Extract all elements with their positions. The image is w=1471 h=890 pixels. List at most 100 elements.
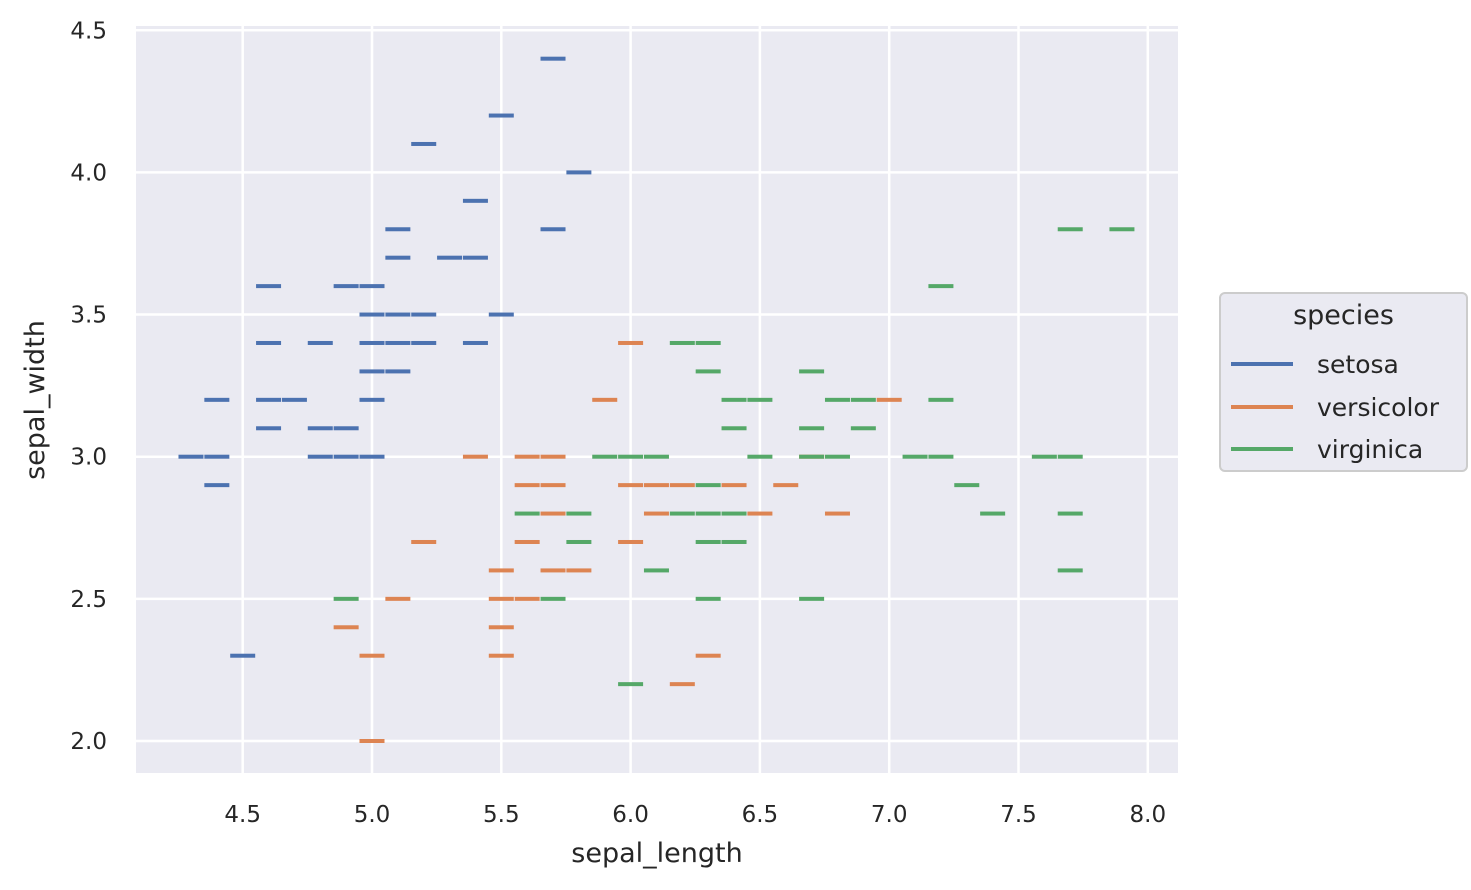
data-point-virginica: [1057, 454, 1083, 459]
data-point-versicolor: [540, 483, 566, 488]
data-point-versicolor: [514, 596, 540, 601]
data-point-setosa: [204, 483, 230, 488]
data-point-versicolor: [488, 596, 514, 601]
data-point-setosa: [333, 454, 359, 459]
data-point-virginica: [695, 539, 721, 544]
x-tick-label: 5.0: [354, 802, 391, 828]
y-tick-label: 2.5: [70, 587, 107, 613]
data-point-setosa: [462, 340, 488, 345]
data-point-setosa: [178, 454, 204, 459]
x-tick-label: 4.5: [224, 802, 261, 828]
data-point-setosa: [411, 312, 437, 317]
data-point-versicolor: [359, 653, 385, 658]
data-point-setosa: [385, 340, 411, 345]
data-point-setosa: [204, 397, 230, 402]
plot-area: [136, 26, 1178, 773]
data-point-virginica: [902, 454, 928, 459]
data-point-setosa: [359, 340, 385, 345]
data-point-versicolor: [618, 340, 644, 345]
y-tick-label: 2.0: [70, 729, 107, 755]
data-point-versicolor: [643, 483, 669, 488]
data-point-versicolor: [824, 511, 850, 516]
data-point-virginica: [592, 454, 618, 459]
data-point-versicolor: [359, 739, 385, 743]
data-point-setosa: [540, 56, 566, 61]
data-point-versicolor: [876, 397, 902, 402]
data-point-setosa: [359, 369, 385, 374]
data-point-setosa: [256, 426, 282, 431]
data-point-versicolor: [514, 454, 540, 459]
setosa-line-icon: [1231, 362, 1293, 366]
versicolor-line-icon: [1231, 405, 1293, 409]
data-point-setosa: [359, 397, 385, 402]
data-point-versicolor: [385, 596, 411, 601]
data-point-setosa: [333, 284, 359, 289]
data-point-versicolor: [333, 625, 359, 630]
data-point-versicolor: [514, 539, 540, 544]
data-point-setosa: [385, 227, 411, 232]
data-point-virginica: [799, 454, 825, 459]
data-point-virginica: [566, 511, 592, 516]
data-point-versicolor: [462, 454, 488, 459]
data-point-versicolor: [618, 483, 644, 488]
legend-label: virginica: [1317, 434, 1424, 464]
data-point-virginica: [721, 426, 747, 431]
data-points: [178, 56, 1135, 743]
x-tick-label: 6.0: [612, 802, 649, 828]
y-tick-label: 4.0: [70, 160, 107, 186]
data-point-virginica: [333, 596, 359, 601]
data-point-setosa: [359, 454, 385, 459]
data-point-virginica: [669, 340, 695, 345]
x-tick-label: 7.5: [1000, 802, 1037, 828]
data-point-versicolor: [488, 653, 514, 658]
data-point-virginica: [1057, 568, 1083, 573]
data-point-setosa: [359, 312, 385, 317]
data-point-setosa: [462, 255, 488, 260]
legend-label: versicolor: [1317, 392, 1439, 422]
data-point-versicolor: [721, 483, 747, 488]
data-point-versicolor: [540, 454, 566, 459]
data-point-setosa: [411, 340, 437, 345]
data-point-virginica: [850, 397, 876, 402]
y-axis-ticks: 2.0 2.5 3.0 3.5 4.0 4.5: [70, 18, 107, 755]
data-point-virginica: [928, 397, 954, 402]
data-point-setosa: [230, 653, 256, 658]
data-point-versicolor: [540, 511, 566, 516]
data-point-versicolor: [669, 483, 695, 488]
data-point-virginica: [799, 369, 825, 374]
data-point-virginica: [824, 454, 850, 459]
y-tick-label: 4.5: [70, 18, 107, 44]
data-point-virginica: [1057, 227, 1083, 232]
data-point-versicolor: [514, 483, 540, 488]
data-point-setosa: [488, 113, 514, 118]
data-point-versicolor: [566, 568, 592, 573]
data-point-setosa: [385, 369, 411, 374]
legend-label: setosa: [1317, 349, 1399, 379]
data-point-virginica: [618, 454, 644, 459]
data-point-virginica: [1031, 454, 1057, 459]
legend-title: species: [1293, 300, 1394, 331]
data-point-virginica: [721, 511, 747, 516]
x-tick-label: 5.5: [483, 802, 520, 828]
data-point-virginica: [514, 511, 540, 516]
data-point-virginica: [980, 511, 1006, 516]
legend: species setosa versicolor virginica: [1219, 292, 1468, 472]
x-axis-label: sepal_length: [571, 838, 742, 869]
data-point-versicolor: [592, 397, 618, 402]
data-point-virginica: [799, 596, 825, 601]
data-point-setosa: [204, 454, 230, 459]
data-point-setosa: [437, 255, 463, 260]
x-tick-label: 6.5: [742, 802, 779, 828]
data-point-virginica: [799, 426, 825, 431]
data-point-setosa: [333, 426, 359, 431]
data-point-virginica: [695, 511, 721, 516]
data-point-virginica: [721, 397, 747, 402]
data-point-virginica: [928, 284, 954, 289]
data-point-setosa: [385, 312, 411, 317]
data-point-versicolor: [695, 653, 721, 658]
data-point-setosa: [256, 397, 282, 402]
data-point-setosa: [385, 255, 411, 260]
data-point-setosa: [411, 141, 437, 146]
data-point-versicolor: [411, 539, 437, 544]
